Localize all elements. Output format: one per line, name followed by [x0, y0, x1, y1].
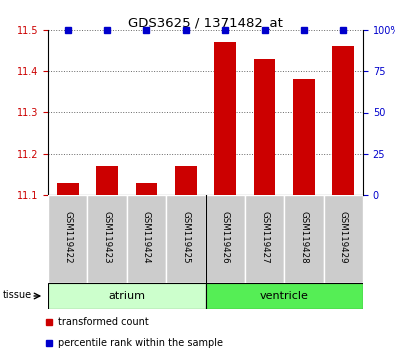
Text: GSM119428: GSM119428 [299, 211, 308, 263]
Title: GDS3625 / 1371482_at: GDS3625 / 1371482_at [128, 16, 283, 29]
Text: GSM119423: GSM119423 [103, 211, 111, 263]
Text: GSM119427: GSM119427 [260, 211, 269, 263]
Bar [175, 166, 197, 195]
Bar [245, 195, 284, 283]
Bar [87, 195, 127, 283]
Text: ventricle: ventricle [260, 291, 308, 301]
Bar [293, 80, 315, 195]
Bar [284, 195, 324, 283]
Text: GSM119429: GSM119429 [339, 211, 348, 263]
Text: GSM119424: GSM119424 [142, 211, 151, 263]
Text: tissue: tissue [2, 290, 32, 300]
Text: GSM119425: GSM119425 [181, 211, 190, 263]
Text: transformed count: transformed count [58, 316, 149, 327]
Text: GSM119422: GSM119422 [63, 211, 72, 263]
Bar [205, 283, 363, 309]
Bar [57, 183, 79, 195]
Bar [96, 166, 118, 195]
Bar [205, 195, 245, 283]
Bar [333, 46, 354, 195]
Text: percentile rank within the sample: percentile rank within the sample [58, 338, 223, 348]
Bar [127, 195, 166, 283]
Bar [214, 42, 236, 195]
Text: GSM119426: GSM119426 [221, 211, 229, 263]
Bar [48, 283, 205, 309]
Bar [135, 183, 157, 195]
Bar [166, 195, 205, 283]
Bar [324, 195, 363, 283]
Bar [254, 59, 275, 195]
Bar [48, 195, 87, 283]
Text: atrium: atrium [108, 291, 145, 301]
